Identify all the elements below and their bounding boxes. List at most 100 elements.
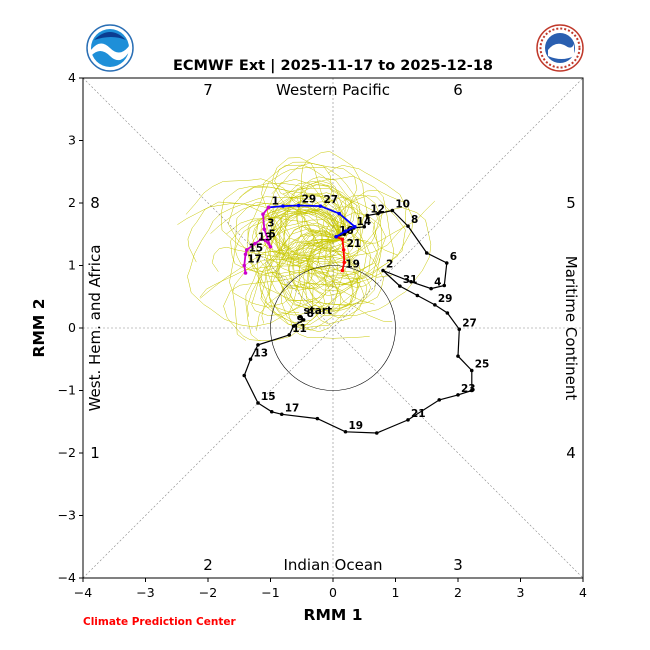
day-label: 17 [247,254,262,266]
series-point [256,401,260,405]
series-point [406,418,410,422]
day-label: 14 [357,216,372,228]
ensemble-member-line [280,235,354,328]
region-label-top: Western Pacific [276,81,390,99]
day-label: 27 [462,317,477,329]
day-label: 27 [324,194,339,206]
series-point [445,311,450,315]
day-label: 8 [307,308,314,320]
series-point [256,343,260,347]
day-label: 3 [267,217,274,229]
series-point [406,224,410,228]
day-label: 19 [345,259,360,271]
series-point [469,388,474,393]
day-label: 23 [461,383,476,395]
ensemble-member-line [309,195,406,288]
day-label: 21 [347,238,362,250]
ensemble-member-line [288,240,370,339]
series-point [362,224,367,229]
series-point [301,318,306,322]
series-point [353,224,357,229]
ensemble-member-line [220,186,345,253]
ensemble-member-line [306,207,432,316]
day-label: 21 [411,408,426,420]
ensemble-member-line [177,203,342,273]
y-tick-label: 1 [68,258,76,273]
day-label: 15 [261,391,276,403]
y-tick-label: −3 [58,508,76,523]
ensemble-member-line [293,238,371,325]
series-point [456,393,460,397]
series-point [281,204,285,208]
series-line [243,209,473,434]
ensemble-member-line [210,203,340,289]
day-label: 31 [403,274,418,286]
series-point [269,409,274,414]
series-point [376,211,380,216]
series-point [296,203,301,208]
series-point [341,248,346,252]
series-point [429,286,433,291]
day-label: 15 [249,242,264,254]
ensemble-member-line [275,205,355,263]
ensemble-member-line [305,190,414,279]
series-point [381,268,385,273]
ensemble-member-line [211,225,340,324]
day-label: 12 [370,204,385,216]
region-label-right: Maritime Continent [562,256,580,401]
day-label: 13 [254,347,269,359]
ensemble-member-line [185,178,340,267]
ensemble-member-line [261,164,364,265]
phase-label-7: 7 [203,81,213,99]
series-point [279,412,284,417]
series-point [433,303,437,307]
series-point [456,354,460,358]
series-point [342,260,347,265]
phase-label-6: 6 [453,81,463,99]
series-point [437,398,442,402]
phase-label-2: 2 [203,556,213,574]
ensemble-member-line [288,206,379,290]
day-label: 17 [285,402,300,414]
x-tick-label: −3 [136,585,154,600]
noaa-logo [86,24,134,72]
x-tick-label: 3 [517,585,525,600]
ensemble-member-line [228,182,340,264]
x-tick-label: −2 [199,585,217,600]
day-label: 29 [438,293,453,305]
series-point [398,284,402,288]
chart-title: ECMWF Ext | 2025-11-17 to 2025-12-18 [173,58,493,74]
series-point [337,211,342,216]
region-label-left: West. Hem. and Africa [86,245,104,412]
series-point [457,327,462,332]
forecast-series: start89111315171921232527293124681012141… [242,194,489,435]
day-label: 8 [411,214,418,226]
series-point [365,213,370,218]
ensemble-member-line [266,179,380,270]
series-point [444,261,449,265]
phase-label-1: 1 [90,444,100,462]
series-point [390,208,395,213]
series-point [340,237,345,242]
ensemble-member-line [187,201,340,274]
ensemble-member-line [284,175,395,286]
day-label: 11 [292,323,307,335]
series-point [261,212,265,217]
x-tick-label: 4 [579,585,587,600]
x-tick-label: −1 [261,585,279,600]
series-point [253,241,257,246]
day-label: 1 [272,195,279,207]
region-label-bottom: Indian Ocean [283,556,382,574]
ensemble-member-line [229,202,340,317]
day-label: 5 [269,229,276,241]
y-tick-label: −2 [58,445,76,460]
y-tick-label: −4 [58,570,76,585]
day-label: start [304,305,333,317]
series-point [340,268,345,273]
x-tick-label: 0 [329,585,337,600]
series-point [262,227,267,232]
series-point [263,238,268,243]
series-point [315,416,320,421]
series-point [409,279,413,284]
